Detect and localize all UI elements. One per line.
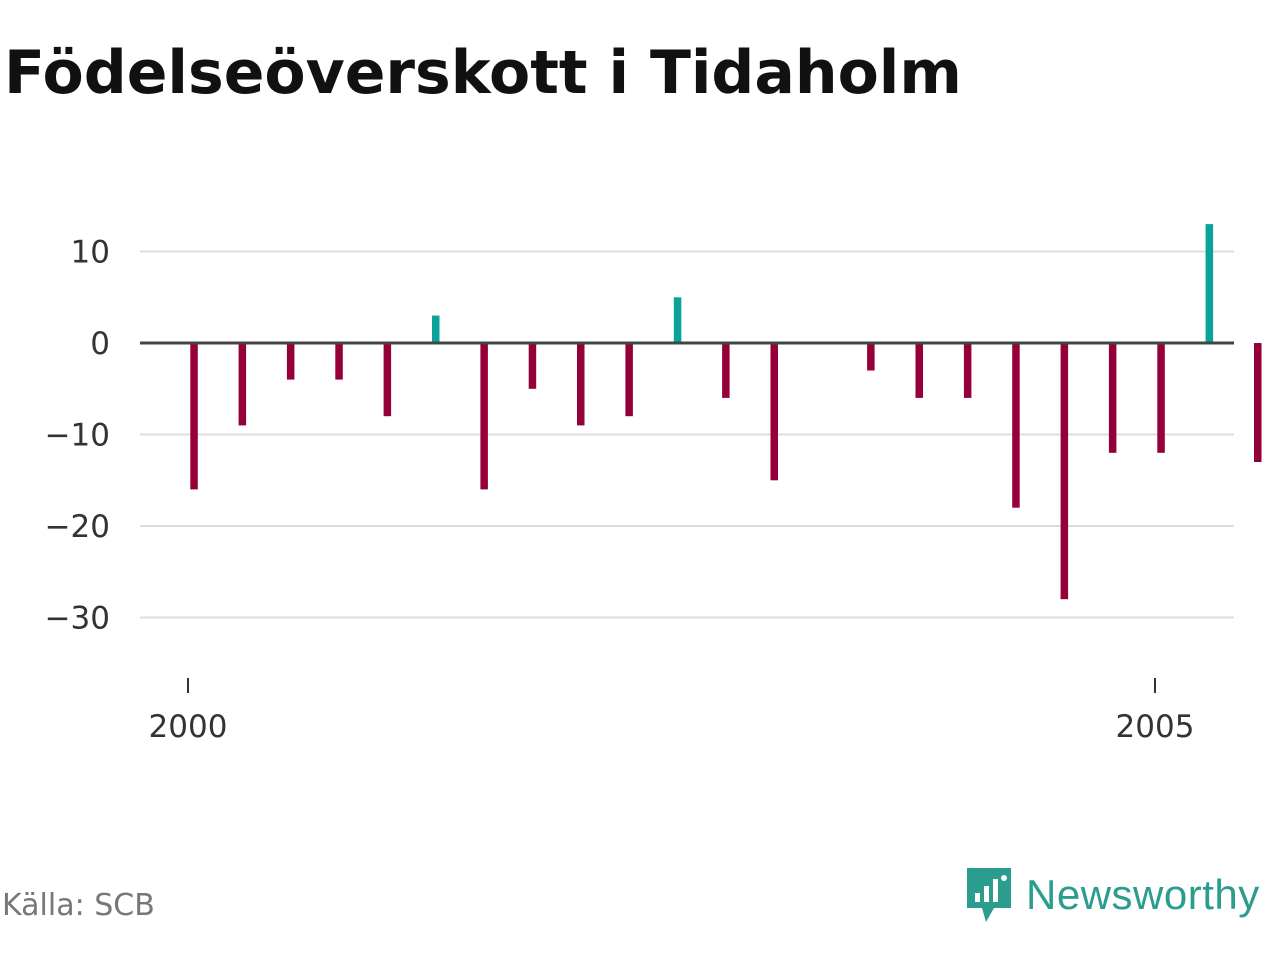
- bar: [625, 343, 633, 417]
- x-tick-label: 2000: [149, 709, 228, 745]
- y-tick-label: 0: [90, 326, 110, 362]
- bar: [238, 343, 247, 426]
- bar: [1108, 343, 1117, 453]
- chart-title: Födelseöverskott i Tidaholm: [4, 38, 962, 108]
- bar: [1060, 343, 1069, 600]
- bar: [383, 343, 392, 417]
- brand-logo[interactable]: Newsworthy: [964, 866, 1260, 924]
- bar: [673, 297, 682, 344]
- newsworthy-logo-icon: [967, 868, 1011, 922]
- y-tick-label: −30: [45, 601, 110, 637]
- y-tick-label: −20: [45, 509, 110, 545]
- gridlines: [140, 250, 1234, 619]
- source-label: Källa: SCB: [2, 888, 155, 923]
- bar: [528, 343, 537, 389]
- bar: [577, 343, 585, 426]
- y-tick-label: 10: [71, 235, 110, 271]
- bar: [867, 343, 875, 371]
- bar: [722, 343, 730, 398]
- bar: [770, 343, 778, 481]
- bars: [190, 224, 1262, 600]
- y-axis: 10 0 −10 −20 −30: [45, 235, 110, 637]
- y-tick-label: −10: [45, 418, 110, 454]
- bar: [480, 343, 488, 490]
- bar: [432, 315, 440, 344]
- bar: [1012, 343, 1020, 508]
- bar: [1157, 343, 1165, 453]
- bar: [1254, 343, 1262, 462]
- bar: [1205, 224, 1214, 344]
- bar: [286, 343, 295, 380]
- x-tick-label: 2005: [1116, 709, 1195, 745]
- bar: [335, 343, 343, 380]
- bar: [963, 343, 972, 398]
- bar: [915, 343, 923, 398]
- x-axis: 200020052010201520202025: [149, 678, 1195, 745]
- brand-name: Newsworthy: [1026, 871, 1260, 918]
- bar: [190, 343, 198, 490]
